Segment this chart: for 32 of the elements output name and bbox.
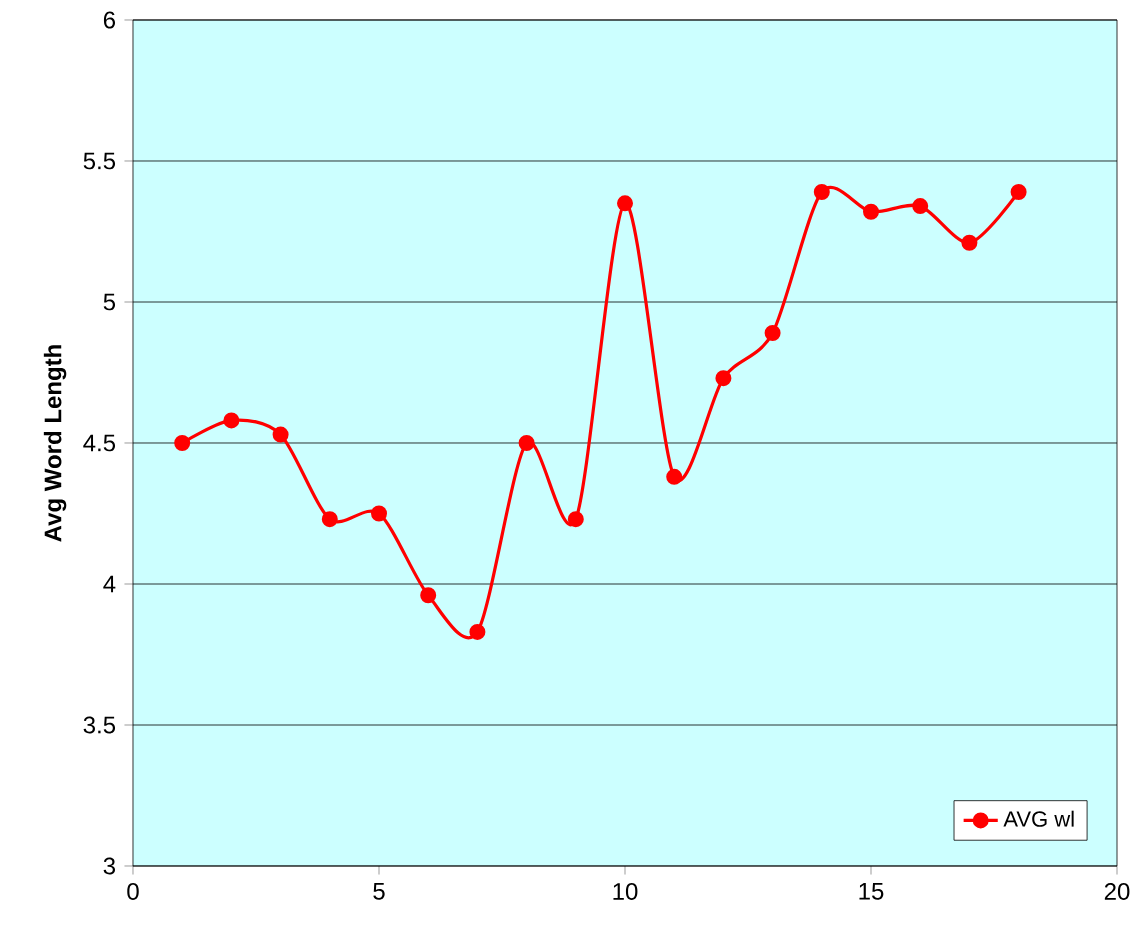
point [617, 195, 634, 212]
point [912, 198, 929, 215]
point [666, 468, 683, 485]
point [518, 435, 535, 451]
y-tick-label: 4.5 [83, 434, 116, 452]
x-tick-label: 0 [127, 882, 139, 900]
y-tick-label: 3.5 [83, 716, 116, 734]
point [863, 203, 879, 220]
point [961, 234, 978, 251]
point [420, 587, 437, 604]
x-tick-label: 20 [1104, 882, 1130, 900]
legend-label: AVG wl [1003, 810, 1074, 827]
point [813, 184, 830, 201]
point [567, 511, 584, 528]
x-tick-label: 10 [613, 882, 638, 900]
point [764, 325, 781, 342]
point [174, 435, 191, 451]
y-tick-label: 3 [103, 857, 116, 875]
y-axis-title: Avg Word Length [43, 345, 67, 542]
y-tick-label: 6 [103, 11, 116, 29]
x-tick-label: 5 [373, 882, 385, 900]
y-tick-label: 5 [103, 293, 116, 311]
point [223, 412, 240, 429]
point [469, 623, 486, 640]
y-tick-label: 5.5 [83, 152, 116, 170]
point [715, 370, 732, 387]
point [321, 511, 338, 528]
y-tick-label: 4 [103, 575, 116, 593]
x-tick-label: 15 [859, 882, 884, 900]
point [1010, 184, 1027, 201]
point [371, 505, 387, 522]
point [272, 426, 289, 443]
